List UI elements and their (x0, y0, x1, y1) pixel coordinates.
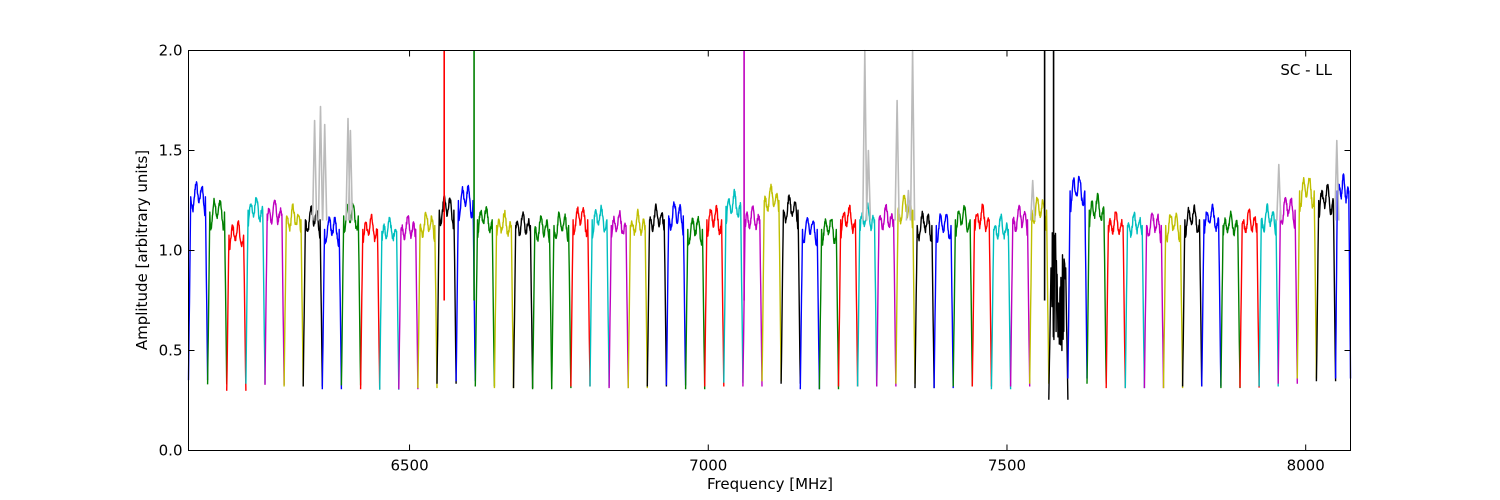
channel-trace (895, 194, 916, 384)
channel-trace (1220, 210, 1241, 389)
rfi-peak (1029, 179, 1036, 221)
panel-annotation: SC - LL (1280, 61, 1332, 79)
rfi-peak (347, 129, 354, 221)
rfi-peak (894, 99, 900, 221)
channel-trace (990, 213, 1012, 390)
channel-trace (302, 205, 323, 387)
x-tick-label: 8000 (1287, 457, 1325, 475)
channel-trace (1201, 203, 1222, 387)
x-axis-label: Frequency [MHz] (707, 475, 833, 493)
rfi-peak (909, 49, 916, 221)
rfi-peak (317, 105, 324, 221)
rfi-peak (1334, 139, 1340, 221)
channel-trace (283, 203, 304, 387)
channel-trace (187, 181, 209, 381)
channel-trace (321, 216, 343, 390)
channel-trace (742, 205, 763, 387)
channel-trace (1048, 232, 1069, 400)
channel-trace (971, 203, 993, 387)
channel-trace (340, 202, 362, 386)
channel-trace (398, 215, 419, 390)
channel-trace (570, 206, 591, 387)
channel-trace (1124, 211, 1146, 389)
channel-trace (226, 220, 247, 391)
channel-trace (455, 184, 476, 382)
channel-trace (1162, 212, 1184, 389)
channel-trace (417, 211, 438, 389)
channel-trace (952, 204, 973, 387)
x-tick-label: 7500 (988, 457, 1026, 475)
channel-trace (1239, 208, 1260, 388)
channel-trace (379, 216, 400, 390)
channel-trace (780, 194, 801, 384)
channel-trace (531, 215, 553, 390)
rfi-peak (905, 189, 912, 221)
channel-trace (206, 197, 228, 385)
channel-trace (512, 211, 534, 389)
channel-trace (1086, 192, 1107, 384)
channel-trace (704, 204, 725, 387)
channel-trace (856, 202, 878, 387)
y-axis-label: Amplitude [arbitrary units] (133, 150, 151, 350)
channel-trace (608, 210, 629, 389)
x-tick-label: 7000 (689, 457, 727, 475)
plot-traces (187, 49, 1352, 400)
channel-trace (799, 217, 821, 390)
channel-trace (474, 206, 496, 387)
y-tick-label: 1.5 (159, 142, 183, 160)
channel-trace (264, 199, 285, 385)
channel-trace (761, 183, 782, 382)
channel-trace (245, 196, 266, 384)
channel-trace (1277, 196, 1298, 384)
channel-trace (723, 188, 744, 383)
channel-trace (837, 204, 859, 387)
channel-trace (684, 215, 706, 390)
channel-trace (1143, 212, 1165, 389)
y-tick-label: 1.0 (159, 242, 183, 260)
channel-trace (359, 213, 381, 390)
y-tick-label: 0.0 (159, 442, 183, 460)
x-tick-label: 6500 (390, 457, 428, 475)
channel-trace (1258, 203, 1279, 387)
y-axis: 0.0 0.5 1.0 1.5 2.0 (159, 42, 1351, 460)
channel-trace (933, 213, 954, 389)
channel-trace (493, 209, 515, 389)
channel-trace (436, 194, 457, 384)
channel-trace (1296, 177, 1318, 379)
y-tick-label: 0.5 (159, 342, 183, 360)
channel-trace (1029, 196, 1050, 384)
rfi-peak (862, 49, 868, 221)
channel-trace (1181, 204, 1203, 387)
channel-trace (646, 203, 668, 387)
y-tick-label: 2.0 (159, 42, 183, 60)
rfi-peak (321, 123, 328, 221)
channel-trace (1105, 211, 1126, 389)
x-axis: 6500 7000 7500 8000 (390, 50, 1325, 475)
channel-trace (627, 208, 648, 389)
channel-trace (1009, 204, 1031, 387)
channel-trace (665, 201, 687, 386)
channel-trace (589, 204, 610, 387)
channel-trace (914, 210, 935, 389)
rfi-peak (865, 149, 872, 221)
rfi-peak (1276, 163, 1282, 221)
channel-trace (876, 203, 897, 387)
channel-trace (1067, 175, 1088, 379)
channel-trace (818, 218, 840, 390)
rfi-peak (311, 119, 318, 221)
channel-trace (551, 211, 572, 389)
channel-trace (1315, 183, 1337, 382)
